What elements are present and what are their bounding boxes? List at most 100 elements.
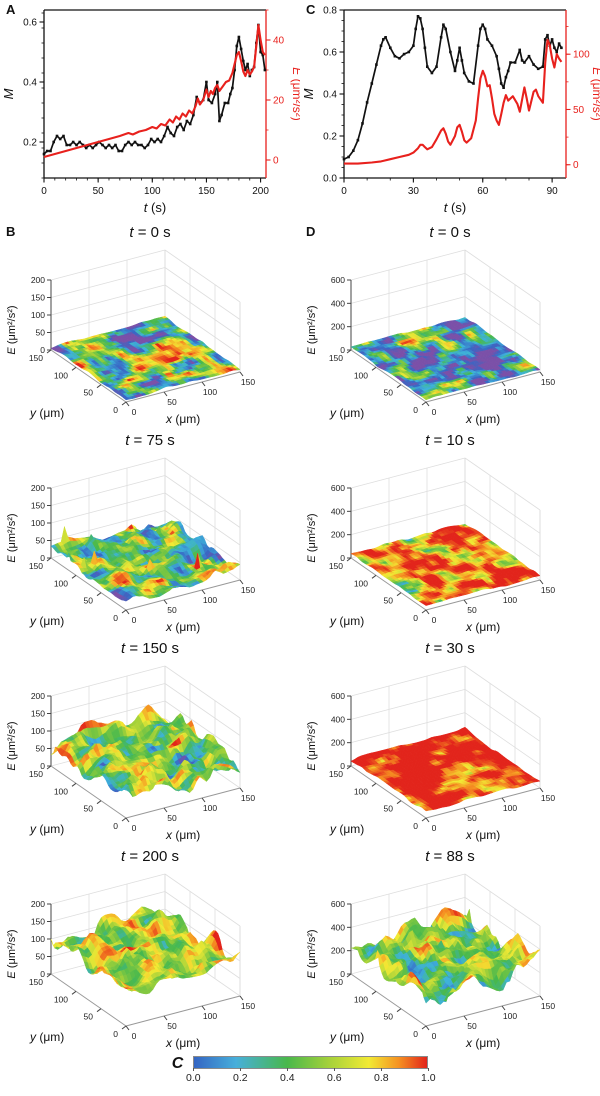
svg-text:90: 90: [547, 186, 559, 197]
svg-text:100: 100: [573, 50, 590, 61]
panel-D-surface-1: t = 10 s E (μm²/s²) y (μm) x (μm): [300, 430, 600, 638]
panel-B-surface-1: t = 75 s E (μm²/s²) y (μm) x (μm): [0, 430, 300, 638]
panel-B-surface-2: t = 150 s E (μm²/s²) y (μm) x (μm): [0, 638, 300, 846]
colorbar: C 0.0 0.2 0.4 0.6 0.8 1.0: [0, 1054, 600, 1096]
series-M: [43, 24, 266, 155]
colorbar-tick-mark: [287, 1068, 289, 1071]
svg-text:30: 30: [408, 186, 420, 197]
svg-text:0: 0: [341, 186, 347, 197]
surface-title: t = 75 s: [125, 432, 175, 449]
surface-plots-row: B t = 0 s E (μm²/s²) y (μm) x (μm) t = 75 s E…: [0, 222, 600, 1054]
svg-text:40: 40: [273, 36, 285, 47]
svg-text:0.4: 0.4: [323, 90, 337, 101]
svg-text:20: 20: [273, 96, 285, 107]
panel-D-letter: D: [306, 224, 316, 239]
svg-text:0.6: 0.6: [323, 48, 337, 59]
svg-text:0: 0: [273, 156, 279, 167]
panel-D-surface-0: t = 0 s E (μm²/s²) y (μm) x (μm): [300, 222, 600, 430]
y-axis-label: y (μm): [30, 822, 65, 836]
panel-C: C 0 30 60 90 0.0 0.2 0.4 0.6 0.8 0 50 100 t (s) M E (μ…: [300, 0, 600, 222]
colorbar-tick-label: 1.0: [420, 1072, 436, 1084]
x-axis-label: t (s): [444, 200, 466, 215]
colorbar-tick-mark: [381, 1068, 383, 1071]
x-axis-label: x (μm): [166, 828, 201, 842]
series-M: [343, 15, 563, 160]
panel-D-surface-2: t = 30 s E (μm²/s²) y (μm) x (μm): [300, 638, 600, 846]
panel-A-chart: 0 50 100 150 200 0.2 0.4 0.6 0 20 40 t (s) M E (μm²/s…: [0, 0, 304, 222]
colorbar-tick-label: 0.0: [185, 1072, 201, 1084]
svg-text:50: 50: [573, 105, 585, 116]
svg-text:50: 50: [93, 186, 105, 197]
surface-title: t = 30 s: [425, 640, 475, 657]
colorbar-wrap: 0.0 0.2 0.4 0.6 0.8 1.0: [186, 1056, 436, 1085]
x-axis-label: x (μm): [466, 1036, 501, 1050]
x-axis-label: x (μm): [466, 620, 501, 634]
z-axis-label: E (μm²/s²): [6, 513, 18, 563]
x-axis-label: x (μm): [166, 1036, 201, 1050]
surface-plot-canvas: [300, 244, 600, 424]
y-axis-label: y (μm): [30, 1030, 65, 1044]
svg-text:0.2: 0.2: [23, 138, 37, 149]
colorbar-tick-label: 0.2: [232, 1072, 248, 1084]
panel-D: D t = 0 s E (μm²/s²) y (μm) x (μm) t = 10 s E…: [300, 222, 600, 1054]
y-axis-label: y (μm): [330, 1030, 365, 1044]
panel-C-letter: C: [306, 2, 316, 17]
left-axis-label: M: [301, 88, 316, 99]
colorbar-tick-label: 0.8: [373, 1072, 389, 1084]
series-E: [43, 23, 266, 159]
y-axis-label: y (μm): [30, 406, 65, 420]
surface-title: t = 88 s: [425, 848, 475, 865]
surface-plot-canvas: [0, 452, 300, 632]
surface-plot-canvas: [300, 660, 600, 840]
surface-title: t = 10 s: [425, 432, 475, 449]
surface-plot-canvas: [0, 868, 300, 1048]
y-axis-label: y (μm): [30, 614, 65, 628]
svg-text:200: 200: [252, 186, 269, 197]
z-axis-label: E (μm²/s²): [306, 305, 318, 355]
colorbar-gradient: [193, 1056, 429, 1069]
surface-plot-canvas: [0, 660, 300, 840]
svg-text:0.4: 0.4: [23, 78, 37, 89]
surface-title: t = 0 s: [429, 224, 471, 241]
colorbar-tick-mark: [428, 1068, 430, 1071]
x-axis-label: x (μm): [166, 412, 201, 426]
panel-B-surface-3: t = 200 s E (μm²/s²) y (μm) x (μm): [0, 846, 300, 1054]
surface-plot-canvas: [300, 452, 600, 632]
panel-A: A 0 50 100 150 200 0.2 0.4 0.6 0 20 40 t (s) M E (μm²…: [0, 0, 304, 222]
colorbar-tick-mark: [334, 1068, 336, 1071]
surface-plot-canvas: [0, 244, 300, 424]
y-axis-label: y (μm): [330, 406, 365, 420]
y-axis-label: y (μm): [330, 822, 365, 836]
surface-title: t = 150 s: [121, 640, 179, 657]
panel-B-letter: B: [6, 224, 16, 239]
surface-plot-canvas: [300, 868, 600, 1048]
x-axis-label: x (μm): [466, 828, 501, 842]
svg-text:60: 60: [477, 186, 489, 197]
svg-text:0: 0: [41, 186, 47, 197]
svg-text:0.2: 0.2: [323, 132, 337, 143]
svg-text:0.6: 0.6: [23, 18, 37, 29]
colorbar-label: C: [171, 1055, 184, 1072]
right-axis-label: E (μm²/s²): [590, 67, 600, 121]
svg-text:0.8: 0.8: [323, 6, 337, 17]
colorbar-tick-mark: [193, 1068, 195, 1071]
z-axis-label: E (μm²/s²): [6, 721, 18, 771]
svg-text:150: 150: [198, 186, 215, 197]
svg-text:100: 100: [144, 186, 161, 197]
panel-A-plot: 0 50 100 150 200 0.2 0.4 0.6 0 20 40 t (s) M E (μm²/s…: [1, 9, 304, 215]
series-E: [344, 38, 563, 165]
panel-B: B t = 0 s E (μm²/s²) y (μm) x (μm) t = 75 s E…: [0, 222, 300, 1054]
left-axis-label: M: [1, 88, 16, 99]
right-axis-label: E (μm²/s²): [290, 67, 300, 121]
panel-D-surface-3: t = 88 s E (μm²/s²) y (μm) x (μm): [300, 846, 600, 1054]
z-axis-label: E (μm²/s²): [6, 305, 18, 355]
z-axis-label: E (μm²/s²): [306, 929, 318, 979]
colorbar-tick-label: 0.6: [326, 1072, 342, 1084]
panel-C-chart: 0 30 60 90 0.0 0.2 0.4 0.6 0.8 0 50 100 t (s) M E (μm²…: [300, 0, 600, 222]
colorbar-tick-mark: [240, 1068, 242, 1071]
colorbar-tick-label: 0.4: [279, 1072, 295, 1084]
panel-C-plot: 0 30 60 90 0.0 0.2 0.4 0.6 0.8 0 50 100 t (s) M E (μm²…: [301, 6, 600, 216]
surface-title: t = 0 s: [129, 224, 171, 241]
